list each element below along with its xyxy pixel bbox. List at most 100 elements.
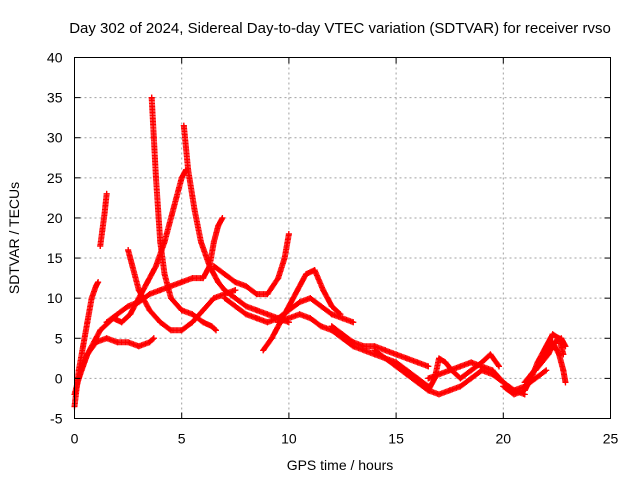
data-point: [285, 303, 292, 310]
data-point: [435, 355, 442, 362]
data-point: [253, 315, 260, 322]
data-point: [84, 351, 91, 358]
data-point: [521, 379, 528, 386]
data-point: [275, 275, 282, 282]
data-point: [135, 287, 142, 294]
data-point: [521, 387, 528, 394]
x-tick-label: 5: [178, 431, 186, 447]
data-point: [135, 299, 142, 306]
data-point: [243, 283, 250, 290]
data-point: [350, 339, 357, 346]
data-point: [189, 311, 196, 318]
data-point: [178, 279, 185, 286]
data-point-markers: [260, 267, 344, 354]
data-point: [294, 287, 301, 294]
data-point: [562, 343, 569, 350]
data-point: [393, 351, 400, 358]
series-arc19: [532, 335, 569, 374]
data-point-markers: [180, 122, 292, 326]
series-arc5: [148, 94, 220, 334]
data-point: [114, 339, 121, 346]
data-point: [350, 319, 357, 326]
data-point: [146, 307, 153, 314]
data-point: [371, 347, 378, 354]
data-point: [275, 319, 282, 326]
data-point: [457, 363, 464, 370]
data-point: [457, 383, 464, 390]
data-point: [320, 287, 327, 294]
y-tick-label: 10: [47, 290, 63, 306]
data-point: [84, 319, 91, 326]
data-point: [152, 263, 159, 270]
data-point: [127, 311, 134, 318]
data-point: [101, 210, 108, 217]
data-point: [268, 335, 275, 342]
y-tick-label: 20: [47, 210, 63, 226]
data-point: [318, 303, 325, 310]
plot-frame: [74, 57, 611, 419]
data-point: [556, 351, 563, 358]
data-point: [125, 339, 132, 346]
data-point: [191, 206, 198, 213]
data-point: [152, 174, 159, 181]
series-arc16: [425, 351, 503, 394]
data-point: [189, 275, 196, 282]
data-point: [125, 247, 132, 254]
data-point: [221, 271, 228, 278]
data-point: [215, 222, 222, 229]
y-tick-label: 5: [55, 330, 63, 346]
data-point: [232, 295, 239, 302]
data-point: [487, 351, 494, 358]
data-point: [285, 315, 292, 322]
data-point: [208, 323, 215, 330]
data-point: [180, 122, 187, 129]
data-point: [213, 327, 220, 334]
data-point: [500, 383, 507, 390]
data-point: [382, 347, 389, 354]
y-axis-label: SDTVAR / TECUs: [6, 182, 22, 294]
data-point: [157, 287, 164, 294]
y-tick-label: 35: [47, 90, 63, 106]
data-point: [311, 267, 318, 274]
data-point: [446, 387, 453, 394]
data-point: [253, 307, 260, 314]
data-point: [88, 295, 95, 302]
y-tick-label: 0: [55, 370, 63, 386]
y-tick-label: 25: [47, 170, 63, 186]
data-point: [468, 367, 475, 374]
data-point: [448, 367, 455, 374]
data-point: [393, 363, 400, 370]
x-tick-label: 15: [388, 431, 404, 447]
data-point: [232, 279, 239, 286]
series-arc9: [210, 230, 292, 298]
data-point: [178, 307, 185, 314]
series-arc6: [180, 122, 292, 326]
data-point: [99, 226, 106, 233]
data-point: [103, 190, 110, 197]
data-point: [146, 339, 153, 346]
data-point: [178, 174, 185, 181]
data-point: [167, 295, 174, 302]
series-arc7: [125, 247, 239, 334]
data-point: [545, 351, 552, 358]
data-point: [97, 327, 104, 334]
data-point: [318, 323, 325, 330]
data-point: [264, 291, 271, 298]
data-point: [403, 371, 410, 378]
data-point: [157, 239, 164, 246]
data-point: [232, 303, 239, 310]
data-point: [360, 343, 367, 350]
data-point: [296, 299, 303, 306]
data-point: [328, 323, 335, 330]
data-point: [431, 375, 438, 382]
data-point: [243, 311, 250, 318]
data-point: [97, 243, 104, 250]
data-point: [253, 291, 260, 298]
data-point: [328, 303, 335, 310]
data-point: [92, 283, 99, 290]
data-point: [382, 355, 389, 362]
data-point: [210, 295, 217, 302]
data-point: [215, 279, 222, 286]
data-point: [167, 283, 174, 290]
